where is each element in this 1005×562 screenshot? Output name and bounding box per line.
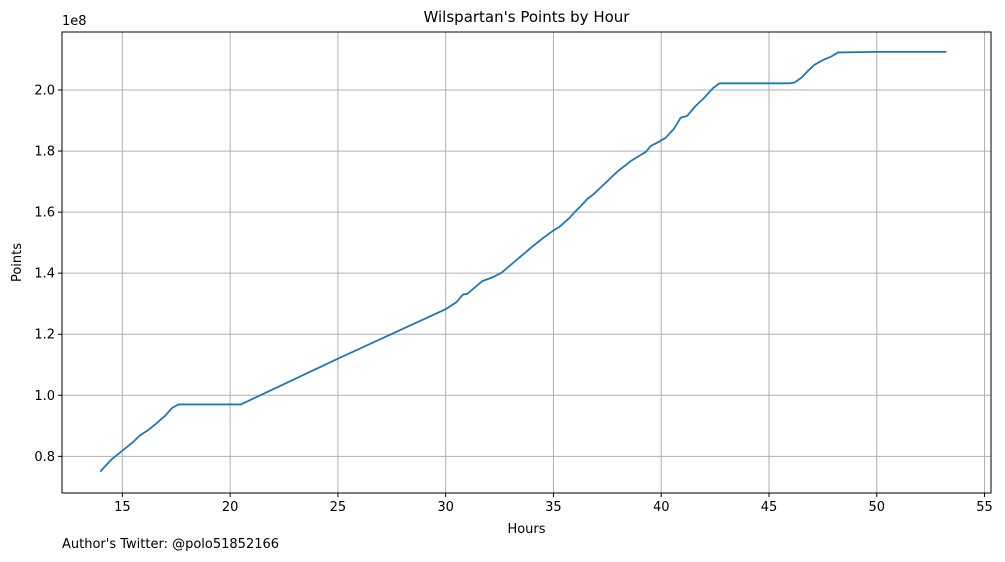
x-tick-label: 25 xyxy=(330,500,347,515)
plot-frame xyxy=(61,31,992,494)
x-tick-label: 45 xyxy=(761,500,778,515)
x-tick-label: 50 xyxy=(868,500,885,515)
grid-lines xyxy=(62,32,991,493)
x-tick-label: 30 xyxy=(437,500,454,515)
x-tick-label: 15 xyxy=(114,500,131,515)
chart-title: Wilspartan's Points by Hour xyxy=(424,8,631,26)
axis-ticks: 15 20 25 30 35 40 45 50 55 0.8 1.0 1.2 1.4 1.6 1.8 2.0 xyxy=(34,84,992,515)
x-tick-label: 35 xyxy=(545,500,562,515)
series-layer xyxy=(99,50,947,472)
y-axis-label: Points xyxy=(10,243,25,282)
y-tick-label: 2.0 xyxy=(34,84,55,99)
y-axis-offset-label: 1e8 xyxy=(62,14,87,29)
y-tick-label: 1.0 xyxy=(34,389,55,404)
y-tick-label: 0.8 xyxy=(34,450,55,465)
y-tick-label: 1.8 xyxy=(34,145,55,160)
author-credit: Author's Twitter: @polo51852166 xyxy=(62,537,280,552)
y-tick-label: 1.2 xyxy=(34,328,55,343)
points-series-line xyxy=(99,50,947,472)
y-tick-label: 1.6 xyxy=(34,206,55,221)
x-tick-label: 20 xyxy=(222,500,239,515)
x-tick-label: 40 xyxy=(653,500,670,515)
x-axis-label: Hours xyxy=(507,522,545,537)
y-tick-label: 1.4 xyxy=(34,267,55,282)
x-tick-label: 55 xyxy=(976,500,993,515)
